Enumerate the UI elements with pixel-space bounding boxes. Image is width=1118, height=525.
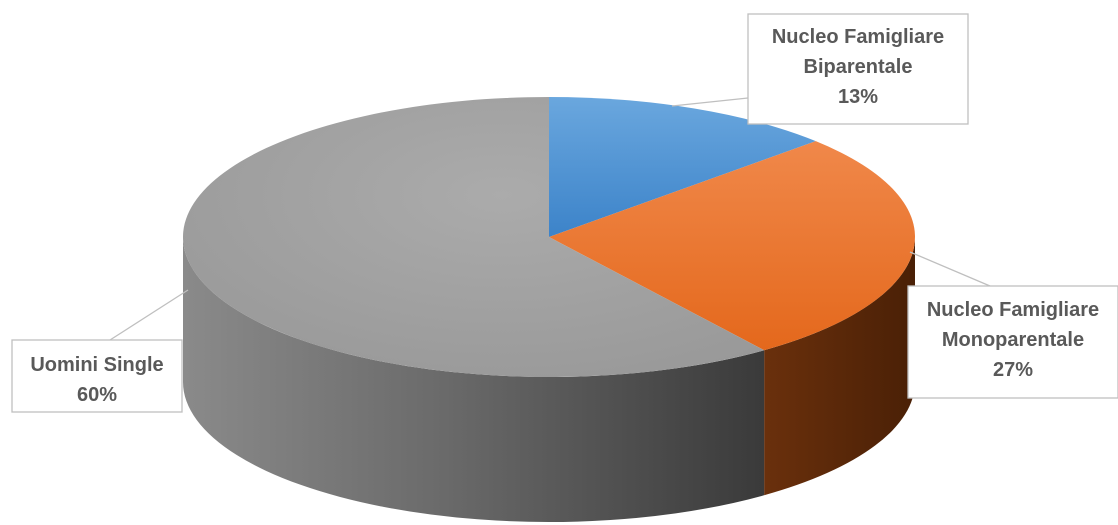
leader-line [109, 289, 189, 341]
pie-sides [183, 237, 915, 522]
slice-percentage: 13% [838, 86, 878, 108]
pie-slice-1 [549, 97, 816, 237]
slice-label: Nucleo Famigliare [927, 299, 1099, 321]
slice-label: Monoparentale [942, 329, 1084, 351]
callout-box [11, 339, 183, 413]
pie-tops [182, 97, 915, 377]
callout-2: Nucleo Famigliare Monoparentale 27% [907, 251, 1118, 399]
pie-slice-3 [182, 97, 765, 377]
pie-side-2 [764, 237, 915, 496]
callout-box [747, 13, 969, 125]
callout-3: Uomini Single 60% [11, 289, 189, 413]
callout-box [907, 285, 1118, 399]
slice-label: Nucleo Famigliare [772, 26, 944, 48]
callout-1: Nucleo Famigliare Biparentale 13% [671, 13, 969, 125]
leader-line [909, 251, 991, 287]
slice-label: Uomini Single [30, 354, 163, 376]
leader-line [671, 97, 749, 107]
pie-slice-2 [549, 141, 915, 351]
slice-percentage: 27% [993, 359, 1033, 381]
slice-label: Biparentale [804, 56, 913, 78]
pie-side-3 [183, 237, 765, 522]
slice-percentage: 60% [77, 384, 117, 406]
